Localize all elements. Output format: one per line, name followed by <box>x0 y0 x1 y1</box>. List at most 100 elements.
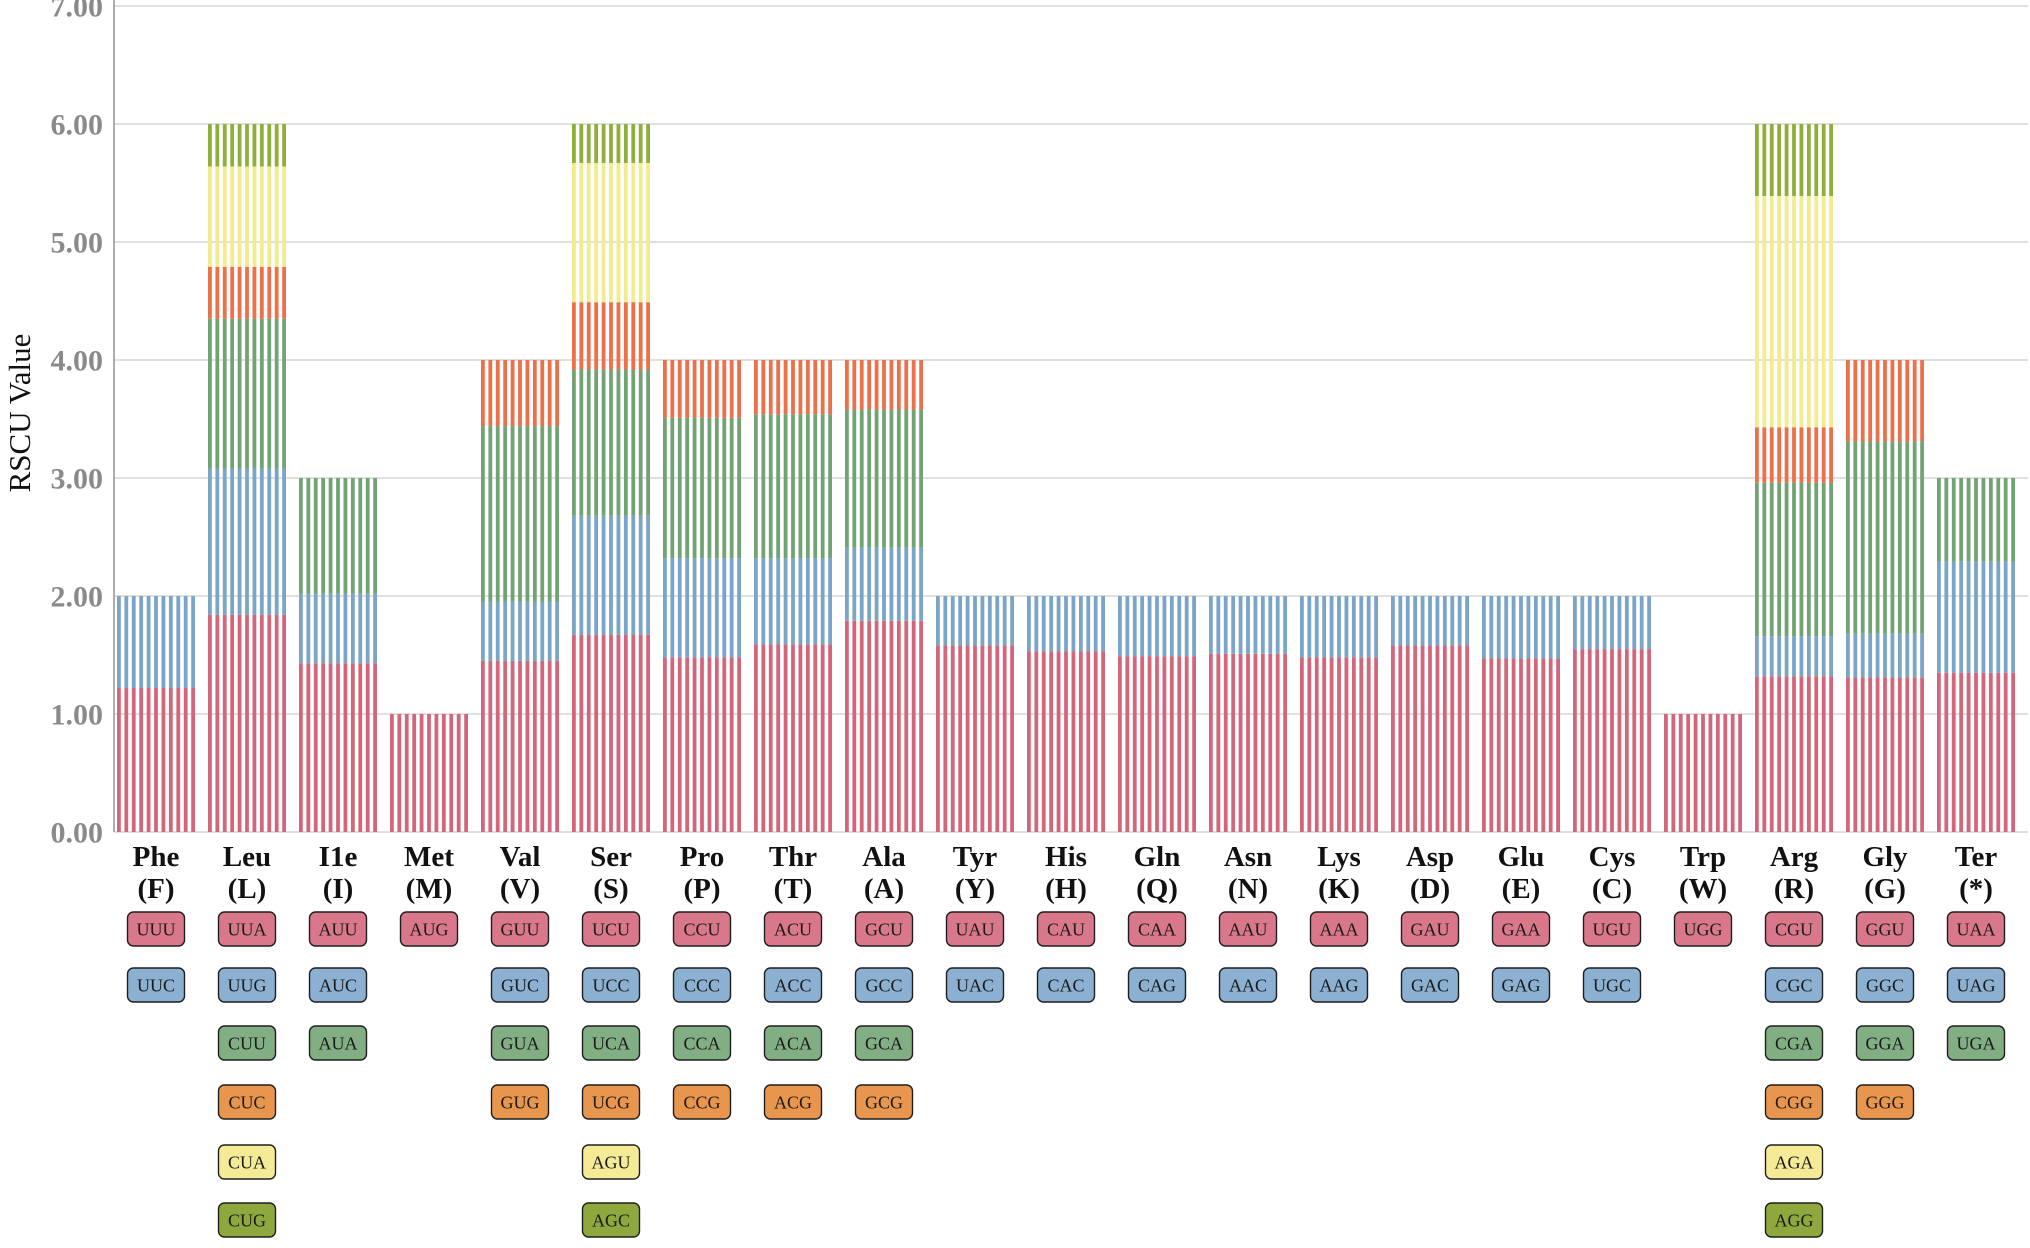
bar-stripe-guc <box>525 601 530 661</box>
bar-stripe-cgc <box>1806 636 1811 677</box>
bar-stripe-uuu <box>176 688 181 832</box>
bar-stripe-aac <box>1253 596 1258 654</box>
bar-stripe-uuc <box>117 596 121 689</box>
bar-stripe-gga <box>1853 441 1858 634</box>
bar-stripe-guu <box>503 660 508 832</box>
bar-stripe-ucu <box>631 634 636 832</box>
bar-stripe-acc <box>776 558 781 645</box>
bar-stripe-ucu <box>623 634 628 832</box>
bar-stripe-ugc <box>1624 596 1629 650</box>
bar-stripe-ggg <box>1890 360 1895 442</box>
bar-stripe-ccu <box>677 657 682 832</box>
bar-stripe-agc <box>586 124 591 163</box>
bar-stripe-gcu <box>911 620 916 832</box>
bar-stripe-gaa <box>1482 658 1486 832</box>
bar-stripe-aaa <box>1359 657 1364 832</box>
codon-box-cau <box>1036 911 1096 947</box>
bar-stripe-ccc <box>707 558 712 658</box>
bar-stripe-caa <box>1118 656 1122 832</box>
bar-stripe-cgg <box>1814 427 1819 483</box>
bar-stripe-cca <box>663 417 667 559</box>
bar-stripe-uua <box>267 614 272 832</box>
bar-stripe-uac <box>936 596 940 646</box>
bar-stripe-ugu <box>1610 649 1614 832</box>
bar-stripe-acg <box>828 360 832 415</box>
bar-stripe-gua <box>510 426 515 602</box>
bar-stripe-agu <box>594 162 599 303</box>
bar-stripe-auu <box>321 663 326 832</box>
codon-box-gga <box>1855 1025 1915 1061</box>
bar-stripe-uga <box>1996 478 2001 562</box>
y-tick-label: 3.00 <box>51 463 104 496</box>
bar-stripe-agg <box>1792 124 1796 196</box>
bar-stripe-ugg <box>1715 714 1720 832</box>
bar-stripe-cgc <box>1792 636 1796 677</box>
codon-label-gca: GCA <box>865 1033 903 1053</box>
codon-box-ugu <box>1582 911 1642 947</box>
codon-box-ucu <box>581 911 641 947</box>
bar-stripe-acg <box>783 360 788 415</box>
bar-stripe-guc <box>503 601 508 661</box>
amino-acid-name-l: Leu <box>223 841 271 873</box>
bar-stripe-cug <box>259 124 264 167</box>
codon-box-gca <box>854 1025 914 1061</box>
bar-stripe-gag <box>1511 596 1516 659</box>
bar-stripe-aau <box>1268 653 1273 832</box>
bar-stripe-uau <box>1002 645 1007 832</box>
codon-box-gcu <box>854 911 914 947</box>
amino-acid-name-m: Met <box>404 841 454 873</box>
bar-stripe-ggg <box>1920 360 1924 442</box>
bar-stripe-agc <box>579 124 584 163</box>
bar-stripe-uag <box>1937 561 1941 673</box>
bar-stripe-cuc <box>237 266 242 319</box>
bar-stripe-gcc <box>882 547 886 621</box>
bar-stripe-aca <box>783 414 788 559</box>
amino-acid-name-t: Thr <box>769 841 817 873</box>
bar-stripe-ugc <box>1617 596 1622 650</box>
bar-stripe-auc <box>336 593 340 664</box>
bar-stripe-gcu <box>919 620 923 832</box>
bar-stripe-cag <box>1177 596 1182 657</box>
bar-stripe-cgu <box>1799 676 1804 832</box>
bar-stripe-cug <box>237 124 242 167</box>
amino-acid-code-e: (E) <box>1502 873 1541 905</box>
codon-label-aga: AGA <box>1775 1152 1814 1172</box>
bar-stripe-uug <box>252 468 257 615</box>
bar-stripe-acg <box>805 360 810 415</box>
bar-stripe-uca <box>594 369 599 516</box>
codon-box-cag <box>1127 967 1187 1003</box>
bar-stripe-gcc <box>874 547 879 621</box>
codon-box-ggu <box>1855 911 1915 947</box>
bar-stripe-aaa <box>1366 657 1371 832</box>
codon-box-cac <box>1036 967 1096 1003</box>
bar-stripe-cgu <box>1821 676 1826 832</box>
codon-label-gau: GAU <box>1411 919 1450 939</box>
bar-stripe-cga <box>1777 482 1782 637</box>
bar-stripe-cua <box>230 166 235 267</box>
bar-stripe-gug <box>525 360 530 427</box>
codon-label-cgu: CGU <box>1775 919 1813 939</box>
codon-label-cuu: CUU <box>228 1033 266 1053</box>
bar-stripe-gga <box>1890 441 1895 634</box>
codon-label-ucc: UCC <box>592 975 629 995</box>
bar-stripe-cua <box>259 166 264 267</box>
bar-stripe-ggg <box>1897 360 1902 442</box>
bar-stripe-gag <box>1504 596 1509 659</box>
bar-stripe-caa <box>1147 656 1152 832</box>
bar-stripe-gca <box>859 409 864 548</box>
bar-stripe-cug <box>252 124 257 167</box>
bar-stripe-agc <box>601 124 606 163</box>
bar-stripe-ggg <box>1868 360 1873 442</box>
bar-stripe-aug <box>412 714 417 832</box>
bar-stripe-aau <box>1246 653 1250 832</box>
bar-stripe-aga <box>1762 195 1767 428</box>
codon-box-cua <box>217 1144 277 1180</box>
bar-stripe-agc <box>631 124 636 163</box>
bar-stripe-ccg <box>692 360 697 418</box>
bar-stripe-uaa <box>1988 672 1993 832</box>
bar-stripe-cuu <box>252 318 257 469</box>
bar-stripe-uau <box>973 645 977 832</box>
bar-stripe-aug <box>390 714 394 832</box>
codon-label-cgg: CGG <box>1775 1092 1813 1112</box>
bar-stripe-acu <box>820 644 825 832</box>
